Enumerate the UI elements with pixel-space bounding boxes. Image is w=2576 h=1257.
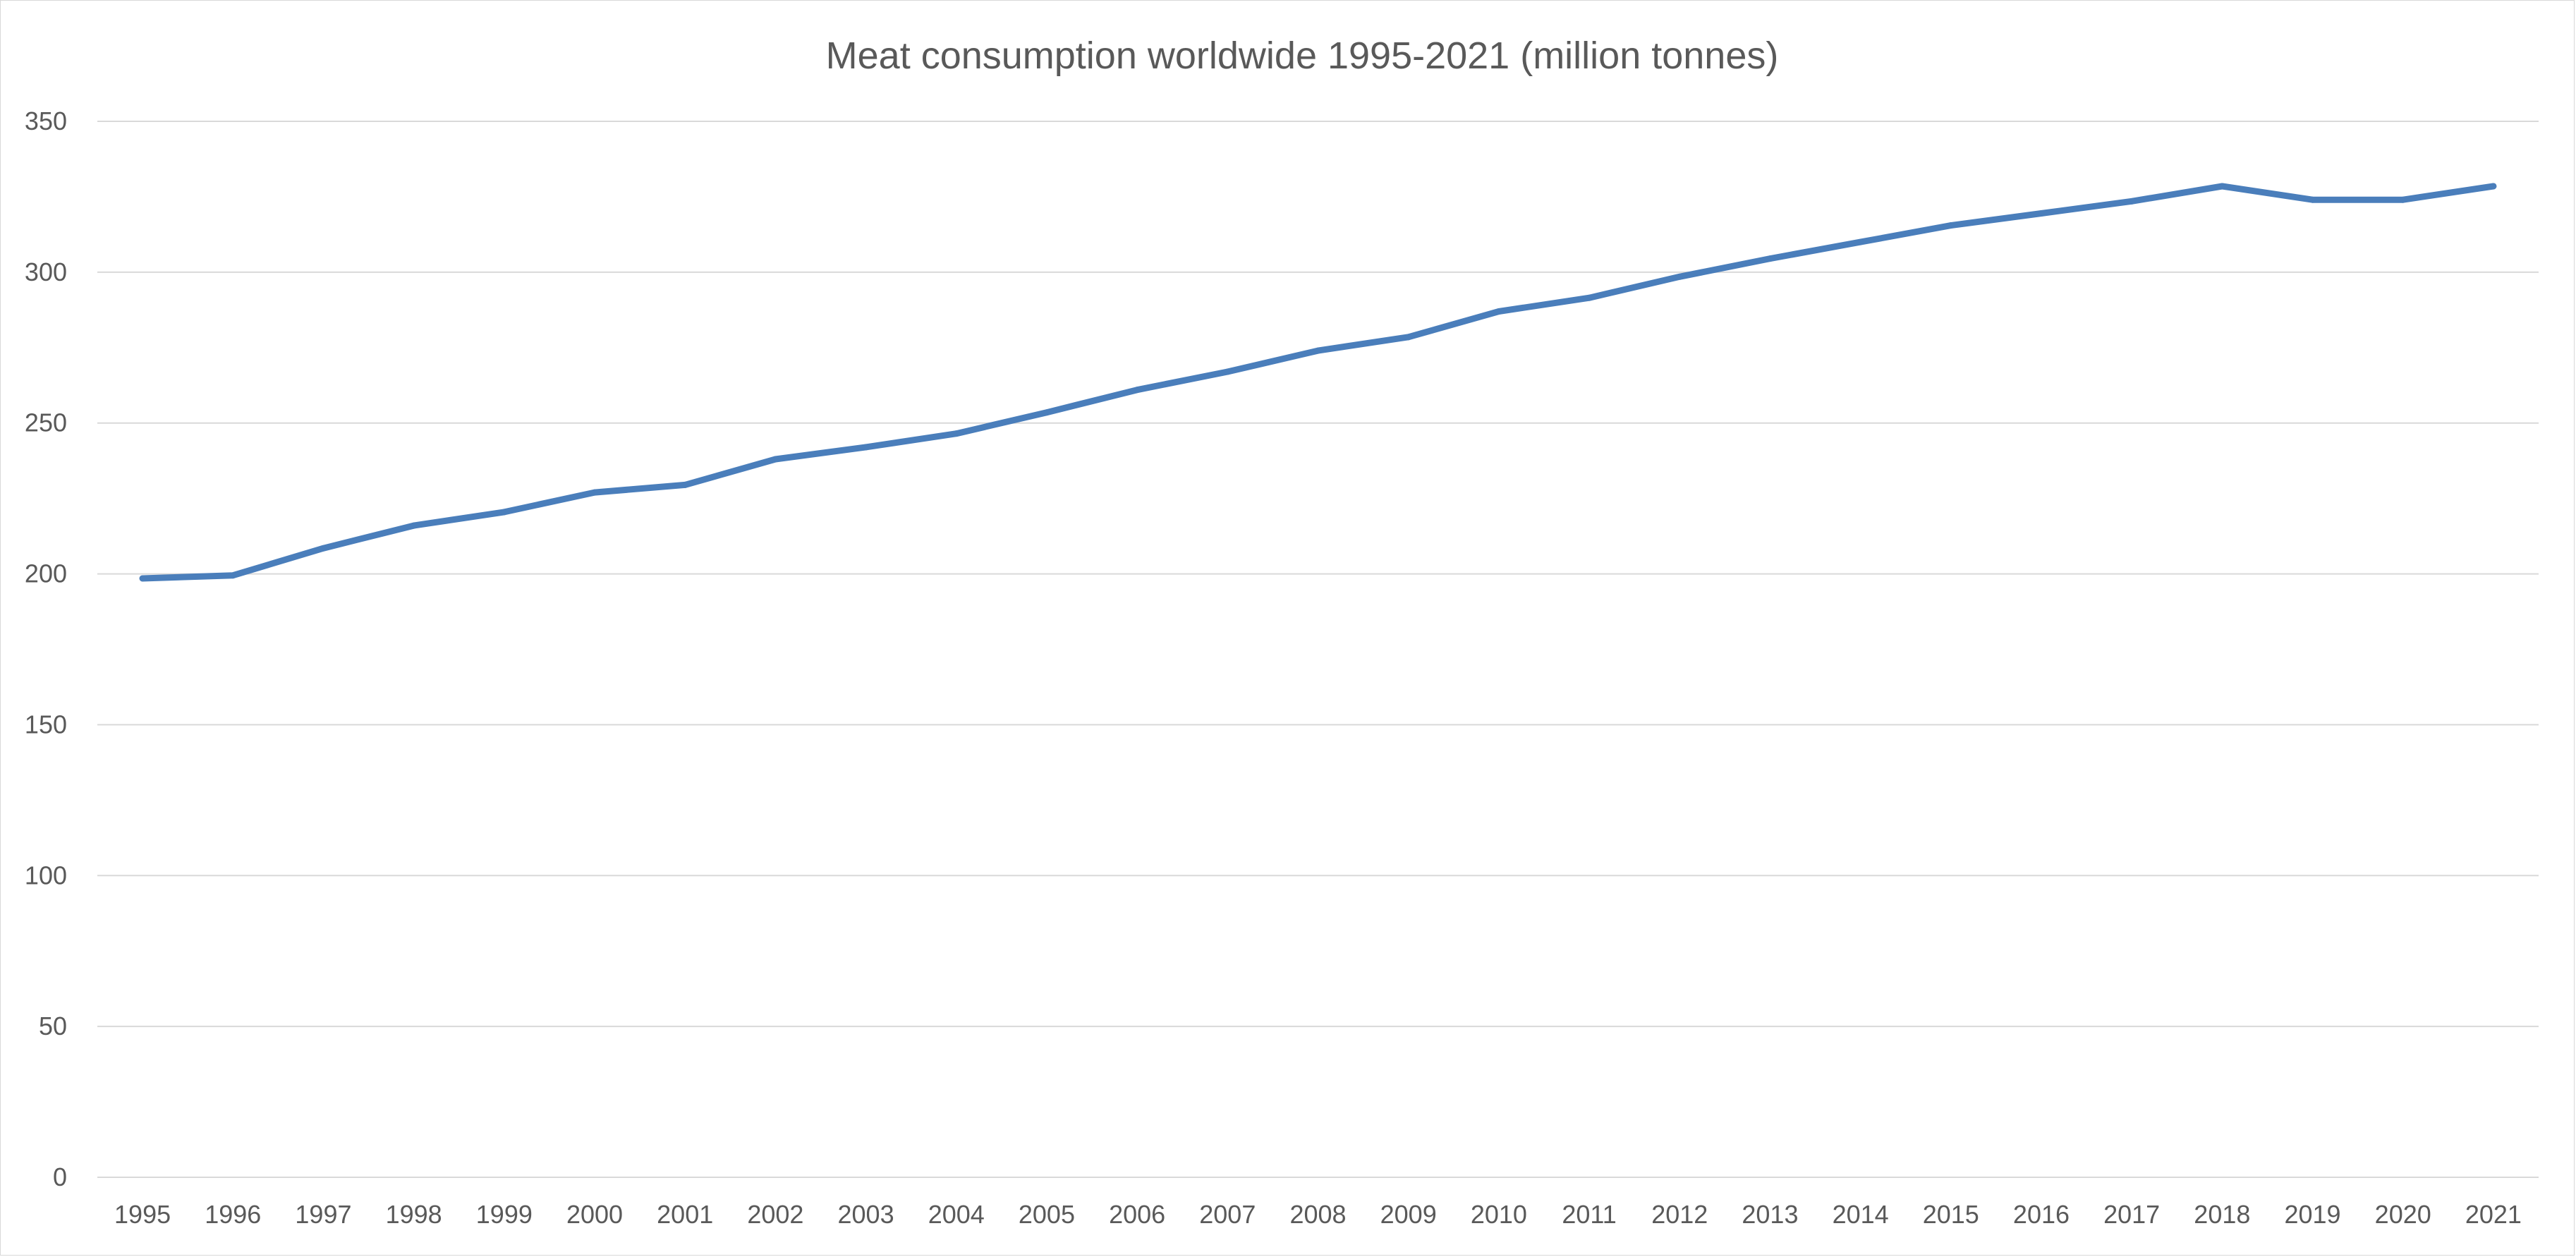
data-point-2019 <box>2309 196 2316 203</box>
y-tick-label: 350 <box>25 107 67 135</box>
data-point-2003 <box>863 444 870 451</box>
data-point-2009 <box>1405 334 1412 341</box>
data-point-2000 <box>591 489 598 496</box>
y-tick-label: 100 <box>25 861 67 889</box>
data-point-2010 <box>1495 308 1502 315</box>
x-axis-tick-labels: 1995 1996 1997 1998 1999 2000 2001 2002 2003 2004… <box>114 1200 2522 1229</box>
x-tick-label: 2002 <box>747 1200 803 1229</box>
data-point-1995 <box>139 575 146 582</box>
data-point-1996 <box>229 572 236 579</box>
data-point-2013 <box>1766 255 1773 262</box>
x-tick-label: 2000 <box>566 1200 623 1229</box>
x-tick-label: 2008 <box>1289 1200 1346 1229</box>
x-tick-label: 2019 <box>2284 1200 2340 1229</box>
data-point-2004 <box>953 430 960 437</box>
series-layer <box>139 183 2497 582</box>
data-point-2017 <box>2128 198 2135 205</box>
data-point-1999 <box>501 509 508 516</box>
x-tick-label: 2004 <box>928 1200 985 1229</box>
x-tick-label: 1999 <box>476 1200 533 1229</box>
y-tick-label: 200 <box>25 559 67 588</box>
data-point-2016 <box>2038 210 2045 217</box>
x-tick-label: 2005 <box>1019 1200 1075 1229</box>
y-axis-tick-labels: 0 50 100 150 200 250 300 350 <box>25 107 67 1191</box>
x-tick-label: 2014 <box>1833 1200 1889 1229</box>
data-point-1998 <box>411 522 418 529</box>
x-tick-label: 2016 <box>2013 1200 2070 1229</box>
x-tick-label: 2013 <box>1742 1200 1798 1229</box>
x-tick-label: 1997 <box>295 1200 351 1229</box>
chart-title: Meat consumption worldwide 1995-2021 (mi… <box>826 35 1779 77</box>
x-tick-label: 1998 <box>386 1200 442 1229</box>
data-point-2005 <box>1043 409 1050 416</box>
y-tick-label: 0 <box>53 1162 67 1191</box>
x-tick-label: 2007 <box>1199 1200 1256 1229</box>
data-point-2001 <box>681 481 688 488</box>
x-tick-label: 2011 <box>1562 1200 1616 1229</box>
gridlines <box>97 121 2539 1178</box>
x-tick-label: 2017 <box>2103 1200 2160 1229</box>
data-point-2021 <box>2490 183 2497 190</box>
x-tick-label: 2021 <box>2465 1200 2522 1229</box>
data-point-2011 <box>1586 294 1593 301</box>
data-point-2006 <box>1134 387 1141 394</box>
y-tick-label: 300 <box>25 257 67 286</box>
y-tick-label: 150 <box>25 710 67 739</box>
x-tick-label: 2003 <box>838 1200 894 1229</box>
x-tick-label: 2020 <box>2375 1200 2431 1229</box>
x-tick-label: 2009 <box>1380 1200 1437 1229</box>
data-point-2008 <box>1315 347 1321 354</box>
x-tick-label: 2018 <box>2194 1200 2250 1229</box>
y-tick-label: 50 <box>39 1012 67 1040</box>
x-tick-label: 1995 <box>114 1200 171 1229</box>
data-point-2014 <box>1857 238 1864 245</box>
x-tick-label: 1996 <box>205 1200 261 1229</box>
data-point-2015 <box>1948 222 1955 229</box>
x-tick-label: 2010 <box>1471 1200 1527 1229</box>
data-point-2020 <box>2400 196 2407 203</box>
data-point-2012 <box>1676 273 1683 280</box>
x-tick-label: 2006 <box>1109 1200 1165 1229</box>
data-point-2007 <box>1224 368 1231 375</box>
data-point-2002 <box>772 456 779 463</box>
data-point-1997 <box>320 545 327 552</box>
x-tick-label: 2012 <box>1651 1200 1708 1229</box>
data-point-2018 <box>2218 183 2225 190</box>
series-line <box>139 183 2497 582</box>
x-tick-label: 2001 <box>657 1200 713 1229</box>
x-tick-label: 2015 <box>1923 1200 1979 1229</box>
y-tick-label: 250 <box>25 408 67 437</box>
